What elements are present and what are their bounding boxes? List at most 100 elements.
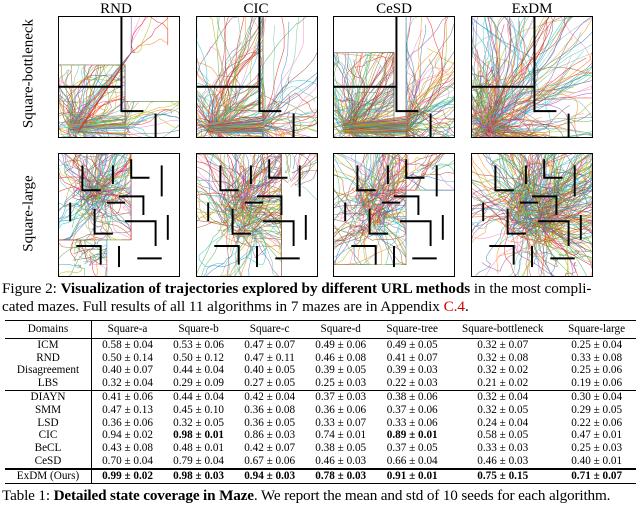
trajectory-plot	[471, 16, 593, 138]
trajectory-line	[208, 113, 318, 131]
table-cell: 0.98 ± 0.03	[163, 468, 235, 484]
trajectory-line	[98, 153, 132, 201]
trajectory-line	[491, 157, 515, 191]
maze-wall	[81, 165, 101, 192]
trajectory-line	[333, 84, 345, 131]
trajectory-line	[471, 18, 486, 131]
table-cell: 0.22 ± 0.03	[376, 377, 449, 391]
trajectory-line	[333, 221, 359, 258]
trajectory-line	[58, 119, 78, 138]
table-cell: 0.21 ± 0.02	[448, 377, 558, 391]
trajectory-line	[85, 205, 110, 230]
maze-wall	[231, 208, 251, 235]
trajectory-line	[471, 31, 494, 127]
trajectory-line	[554, 170, 593, 214]
table-cell: 0.46 ± 0.08	[315, 351, 367, 364]
table-cell: 0.33 ± 0.06	[386, 416, 438, 429]
trajectory-line	[370, 153, 407, 189]
table-cell: 0.32 ± 0.07	[477, 338, 529, 351]
trajectory-line	[196, 92, 219, 129]
trajectory-line	[220, 165, 275, 213]
trajectory-line	[196, 153, 241, 193]
trajectory-line	[489, 116, 542, 138]
table-cell: 0.39 ± 0.05	[315, 364, 367, 377]
trajectory-line	[65, 169, 97, 220]
trajectory-plot	[471, 153, 593, 277]
trajectory-line	[64, 70, 74, 129]
trajectory-line	[71, 115, 126, 138]
column-header: Square-c	[234, 320, 306, 339]
trajectory-line	[422, 172, 455, 191]
trajectory-line	[333, 183, 364, 241]
figure-caption-bold: Visualization of trajectories explored b…	[60, 280, 471, 297]
appendix-link[interactable]: C.4	[443, 298, 465, 315]
trajectory-line	[222, 209, 247, 277]
trajectory-line	[216, 65, 318, 133]
method-name: LBS	[5, 377, 92, 391]
trajectory-line	[333, 216, 371, 265]
trajectory-line	[349, 153, 394, 220]
trajectory-line	[246, 204, 282, 225]
trajectory-line	[214, 123, 318, 138]
trajectory-line	[533, 187, 558, 228]
table-cell: 0.36 ± 0.08	[244, 403, 296, 416]
table-header-row: Domains Square-a Square-b Square-c Square-d S…	[5, 320, 636, 339]
maze-wall	[93, 208, 113, 235]
maze-panel-cesd-large	[333, 153, 455, 277]
trajectory-line	[377, 212, 407, 265]
trajectory-line	[199, 75, 221, 128]
trajectory-line	[333, 79, 355, 130]
table-cell: 0.37 ± 0.06	[386, 403, 438, 416]
trajectory-line	[345, 153, 389, 220]
trajectory-line	[482, 127, 593, 138]
trajectory-line	[490, 75, 593, 125]
trajectory-line	[489, 153, 541, 203]
trajectory-line	[206, 160, 253, 206]
trajectory-line	[348, 110, 455, 134]
table-cell: 0.32 ± 0.05	[173, 416, 225, 429]
trajectory-line	[77, 16, 169, 134]
column-separator	[91, 338, 92, 352]
trajectory-line	[483, 126, 593, 138]
trajectory-line	[58, 153, 103, 193]
column-separator	[91, 320, 92, 339]
trajectory-line	[196, 153, 269, 224]
trajectory-line	[352, 52, 395, 127]
trajectory-line	[333, 153, 376, 209]
trajectory-plot	[196, 16, 318, 138]
trajectory-line	[286, 153, 318, 182]
trajectory-line	[500, 226, 538, 277]
column-separator	[91, 364, 92, 378]
trajectory-line	[471, 16, 512, 127]
trajectory-line	[209, 86, 315, 129]
trajectory-line	[196, 159, 224, 197]
maze-wall	[394, 195, 420, 215]
table-cell: 0.32 ± 0.04	[477, 390, 529, 403]
trajectory-line	[498, 184, 528, 202]
trajectory-line	[471, 193, 510, 259]
trajectory-line	[515, 153, 593, 201]
trajectory-line	[545, 180, 593, 236]
trajectory-line	[552, 219, 587, 253]
column-separator	[91, 454, 92, 470]
trajectory-line	[68, 124, 90, 138]
column-separator	[91, 403, 92, 417]
trajectory-line	[91, 239, 108, 260]
trajectory-line	[340, 192, 360, 220]
trajectory-line	[484, 16, 593, 128]
table-row: SMM 0.47 ± 0.13 0.45 ± 0.10 0.36 ± 0.08 0.36…	[5, 403, 636, 417]
table-cell: 0.32 ± 0.04	[92, 377, 164, 391]
trajectory-line	[58, 124, 126, 138]
table-cell: 0.37 ± 0.05	[386, 442, 438, 455]
figure-caption-prefix: Figure 2:	[2, 280, 61, 297]
trajectory-line	[216, 49, 246, 126]
trajectory-line	[431, 163, 455, 191]
trajectory-line	[333, 153, 363, 197]
figure-caption-rest: in the most compli-	[470, 280, 592, 297]
maze-wall	[395, 86, 419, 113]
trajectory-line	[359, 179, 407, 235]
maze-wall	[125, 220, 157, 246]
table-cell: 0.58 ± 0.05	[477, 429, 529, 442]
trajectory-line	[58, 246, 88, 277]
trajectory-line	[240, 156, 282, 203]
